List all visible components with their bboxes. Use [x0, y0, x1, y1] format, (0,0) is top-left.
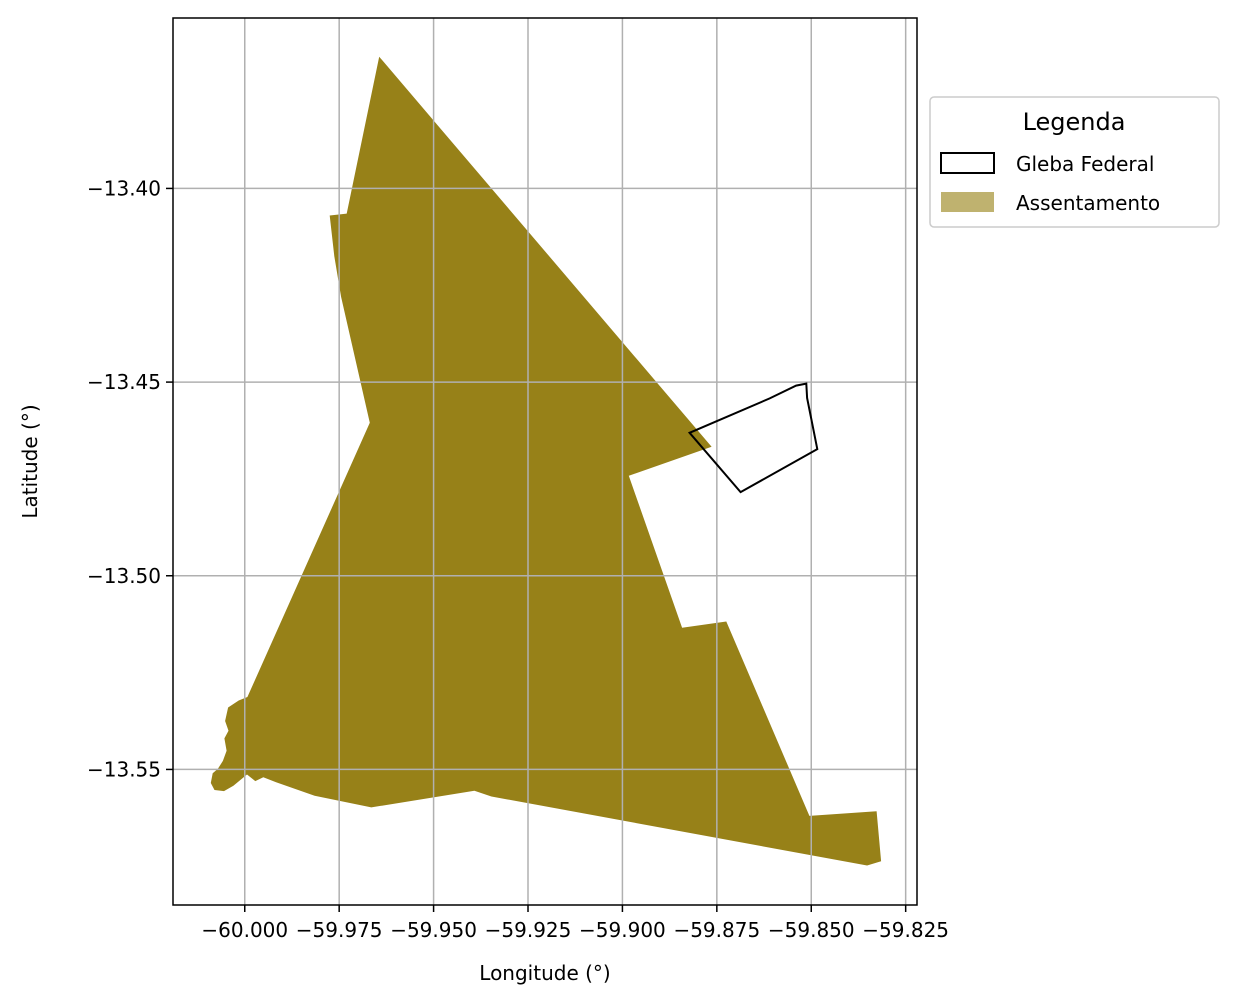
x-tick-label: −59.825 — [862, 918, 949, 942]
map-layers — [210, 56, 882, 866]
legend-label-assentamento: Assentamento — [1016, 191, 1160, 215]
x-tick-label: −59.850 — [768, 918, 855, 942]
x-tick-label: −59.950 — [390, 918, 477, 942]
legend: Legenda Gleba Federal Assentamento — [929, 96, 1220, 228]
axes-frame — [172, 17, 918, 906]
x-tick-label: −59.900 — [579, 918, 666, 942]
y-tick-label: −13.55 — [87, 757, 161, 781]
gridlines — [173, 18, 917, 905]
x-tick-label: −59.875 — [673, 918, 760, 942]
y-tick-label: −13.40 — [87, 176, 161, 200]
y-axis-ticks: −13.40 −13.45 −13.50 −13.55 — [87, 176, 173, 781]
legend-title: Legenda — [1023, 108, 1126, 136]
legend-swatch-assentamento — [941, 192, 994, 212]
legend-box — [929, 96, 1220, 228]
legend-label-gleba-federal: Gleba Federal — [1016, 152, 1154, 176]
legend-swatch-gleba-federal — [940, 152, 995, 174]
x-tick-label: −60.000 — [201, 918, 288, 942]
legend-entries: Gleba Federal Assentamento — [940, 152, 1160, 215]
y-axis-label: Latitude (°) — [18, 404, 42, 518]
x-tick-label: −59.975 — [296, 918, 383, 942]
outline-layers — [687, 382, 819, 494]
y-tick-label: −13.45 — [87, 370, 161, 394]
y-tick-label: −13.50 — [87, 564, 161, 588]
x-tick-label: −59.925 — [485, 918, 572, 942]
polygon-gleba-federal — [687, 382, 819, 494]
polygon-assentamento — [210, 56, 882, 866]
x-axis-label: Longitude (°) — [479, 961, 610, 985]
x-axis-ticks: −60.000 −59.975 −59.950 −59.925 −59.900 −59.8… — [201, 905, 949, 942]
